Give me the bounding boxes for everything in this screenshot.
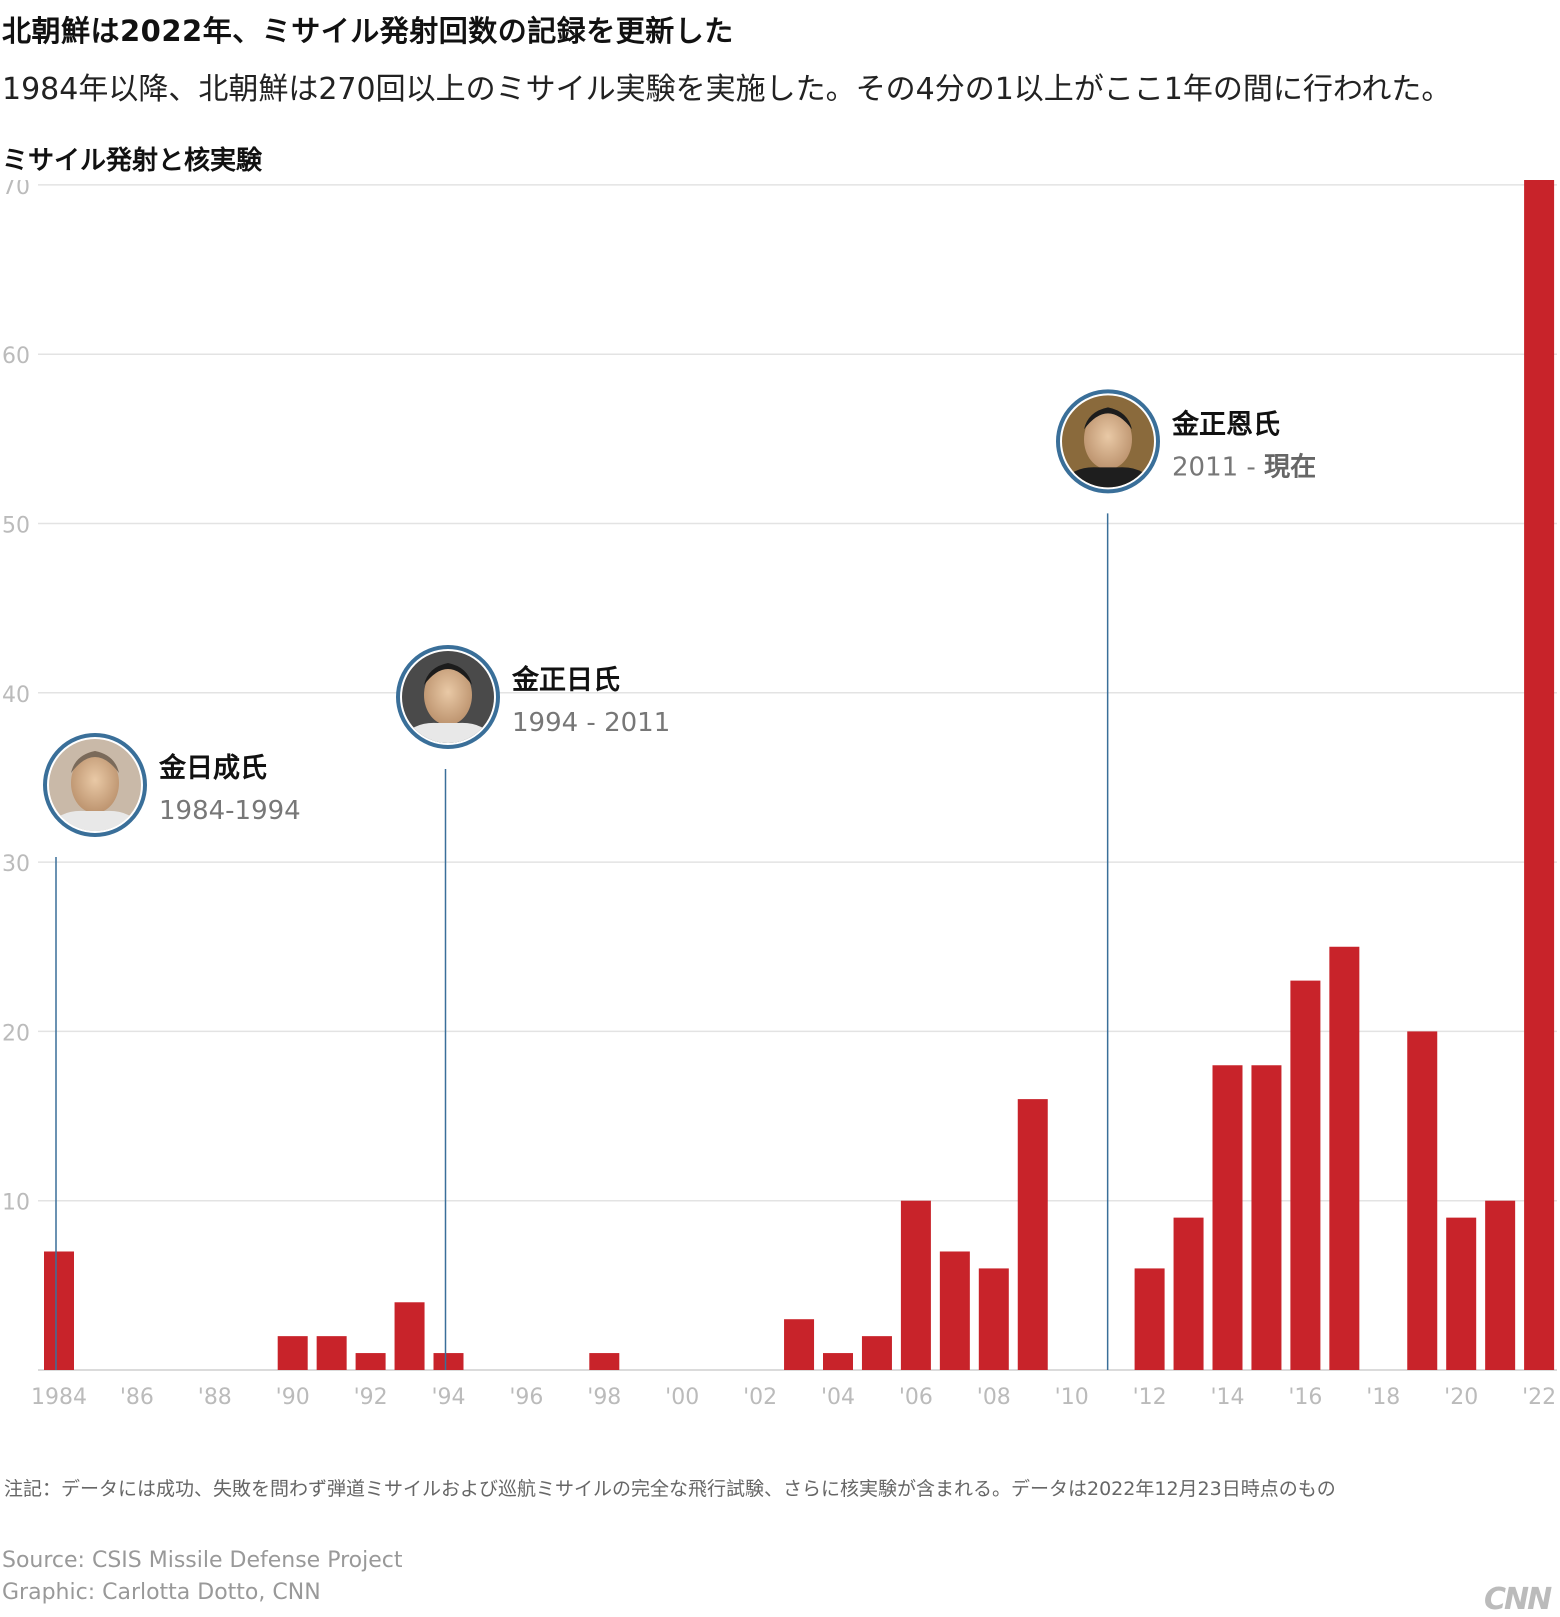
x-tick-label: '18	[1366, 1385, 1400, 1410]
bar-1984	[44, 1251, 74, 1370]
bar-1994	[433, 1353, 464, 1370]
x-tick-label: '14	[1210, 1385, 1244, 1410]
bar-2008	[978, 1268, 1009, 1370]
portrait-face	[71, 753, 119, 814]
x-tick-label: '16	[1288, 1385, 1322, 1410]
portrait-face	[1084, 409, 1132, 470]
portrait-kim-jong-un	[1056, 389, 1160, 494]
bar-1990	[277, 1336, 308, 1370]
x-tick-label: '00	[665, 1385, 699, 1410]
y-tick-label: 10	[2, 1191, 30, 1216]
portrait-kim-jong-il	[396, 644, 500, 749]
x-tick-label: 1984	[31, 1385, 87, 1410]
leader-annotations: 金日成氏 1984-1994 金正日氏 1994 - 2011 金正恩氏 2011 - 現…	[43, 389, 1316, 1370]
bar-2014	[1212, 1065, 1243, 1370]
x-axis-ticks: 1984 '86 '88 '90 '92 '94 '96 '98 '00 '02 '04 '06 '08…	[31, 1385, 1556, 1410]
period-end: 現在	[1264, 452, 1316, 482]
graphic-credit: Graphic: Carlotta Dotto, CNN	[2, 1580, 321, 1605]
period-start: 2011 -	[1172, 452, 1264, 482]
bar-2020	[1446, 1217, 1477, 1370]
portrait-face	[424, 664, 472, 725]
bar-1992	[355, 1353, 386, 1370]
x-tick-label: '90	[276, 1385, 310, 1410]
portrait-hair	[424, 662, 472, 685]
x-tick-label: '96	[509, 1385, 543, 1410]
y-tick-label: 50	[2, 514, 30, 539]
cnn-logo[interactable]: CNN	[1484, 1582, 1552, 1617]
y-tick-label: 70	[2, 180, 30, 200]
x-tick-label: '06	[899, 1385, 933, 1410]
source-text: Source: CSIS Missile Defense Project	[2, 1548, 403, 1573]
x-tick-label: '20	[1444, 1385, 1478, 1410]
portrait-hair	[1084, 407, 1132, 430]
x-tick-label: '92	[354, 1385, 388, 1410]
x-tick-label: '10	[1055, 1385, 1089, 1410]
bar-1998	[589, 1353, 620, 1370]
x-tick-label: '04	[821, 1385, 855, 1410]
chart-subtitle: 1984年以降、北朝鮮は270回以上のミサイル実験を実施した。その4分の1以上が…	[2, 72, 1452, 107]
bar-2012	[1134, 1268, 1165, 1370]
source-credit: Source: CSIS Missile Defense Project Gra…	[2, 1545, 402, 1609]
bar-2013	[1173, 1217, 1204, 1370]
bar-1991	[316, 1336, 347, 1370]
bar-2004	[823, 1353, 853, 1370]
leader-name-label: 金正恩氏	[1171, 408, 1280, 440]
y-tick-label: 60	[2, 344, 30, 369]
bars	[44, 180, 1555, 1371]
leader-name-label: 金日成氏	[158, 752, 267, 784]
bar-2006	[900, 1200, 931, 1370]
portrait-hair	[71, 751, 119, 774]
x-tick-label: '08	[977, 1385, 1011, 1410]
leader-period-label: 1994 - 2011	[512, 708, 670, 738]
bar-2005	[861, 1336, 892, 1370]
bar-1993	[394, 1302, 425, 1370]
y-tick-label: 40	[2, 683, 30, 708]
x-tick-label: '12	[1133, 1385, 1167, 1410]
bar-2003	[784, 1319, 815, 1370]
bar-2017	[1329, 946, 1360, 1370]
chart-heading: ミサイル発射と核実験	[2, 146, 263, 176]
x-tick-label: '88	[198, 1385, 232, 1410]
grid-lines: 10 20 30 40 50 60 70	[2, 180, 1557, 1371]
x-tick-label: '22	[1522, 1385, 1556, 1410]
bar-2016	[1290, 980, 1321, 1370]
bar-2021	[1485, 1200, 1516, 1370]
x-tick-label: '98	[587, 1385, 621, 1410]
x-tick-label: '02	[743, 1385, 777, 1410]
leader-period-label: 1984-1994	[159, 796, 301, 826]
chart-title: 北朝鮮は2022年、ミサイル発射回数の記録を更新した	[2, 14, 734, 48]
leader-name-label: 金正日氏	[511, 664, 620, 696]
y-tick-label: 20	[2, 1021, 30, 1046]
bar-2007	[939, 1251, 970, 1370]
bar-2015	[1251, 1065, 1282, 1370]
y-tick-label: 30	[2, 852, 30, 877]
portrait-kim-il-sung	[43, 733, 147, 838]
x-tick-label: '94	[431, 1385, 465, 1410]
x-tick-label: '86	[120, 1385, 154, 1410]
bar-2022	[1524, 180, 1555, 1371]
portrait-image	[49, 739, 141, 832]
bar-chart: 10 20 30 40 50 60 70 1984 '86 '88 '90 '92 '94 '96 '98…	[2, 180, 1557, 1410]
bar-2019	[1407, 1031, 1438, 1370]
footnote: 注記：データには成功、失敗を問わず弾道ミサイルおよび巡航ミサイルの完全な飛行試験…	[4, 1478, 1336, 1500]
bar-2009	[1017, 1099, 1048, 1370]
leader-period-label: 2011 - 現在	[1172, 452, 1316, 482]
